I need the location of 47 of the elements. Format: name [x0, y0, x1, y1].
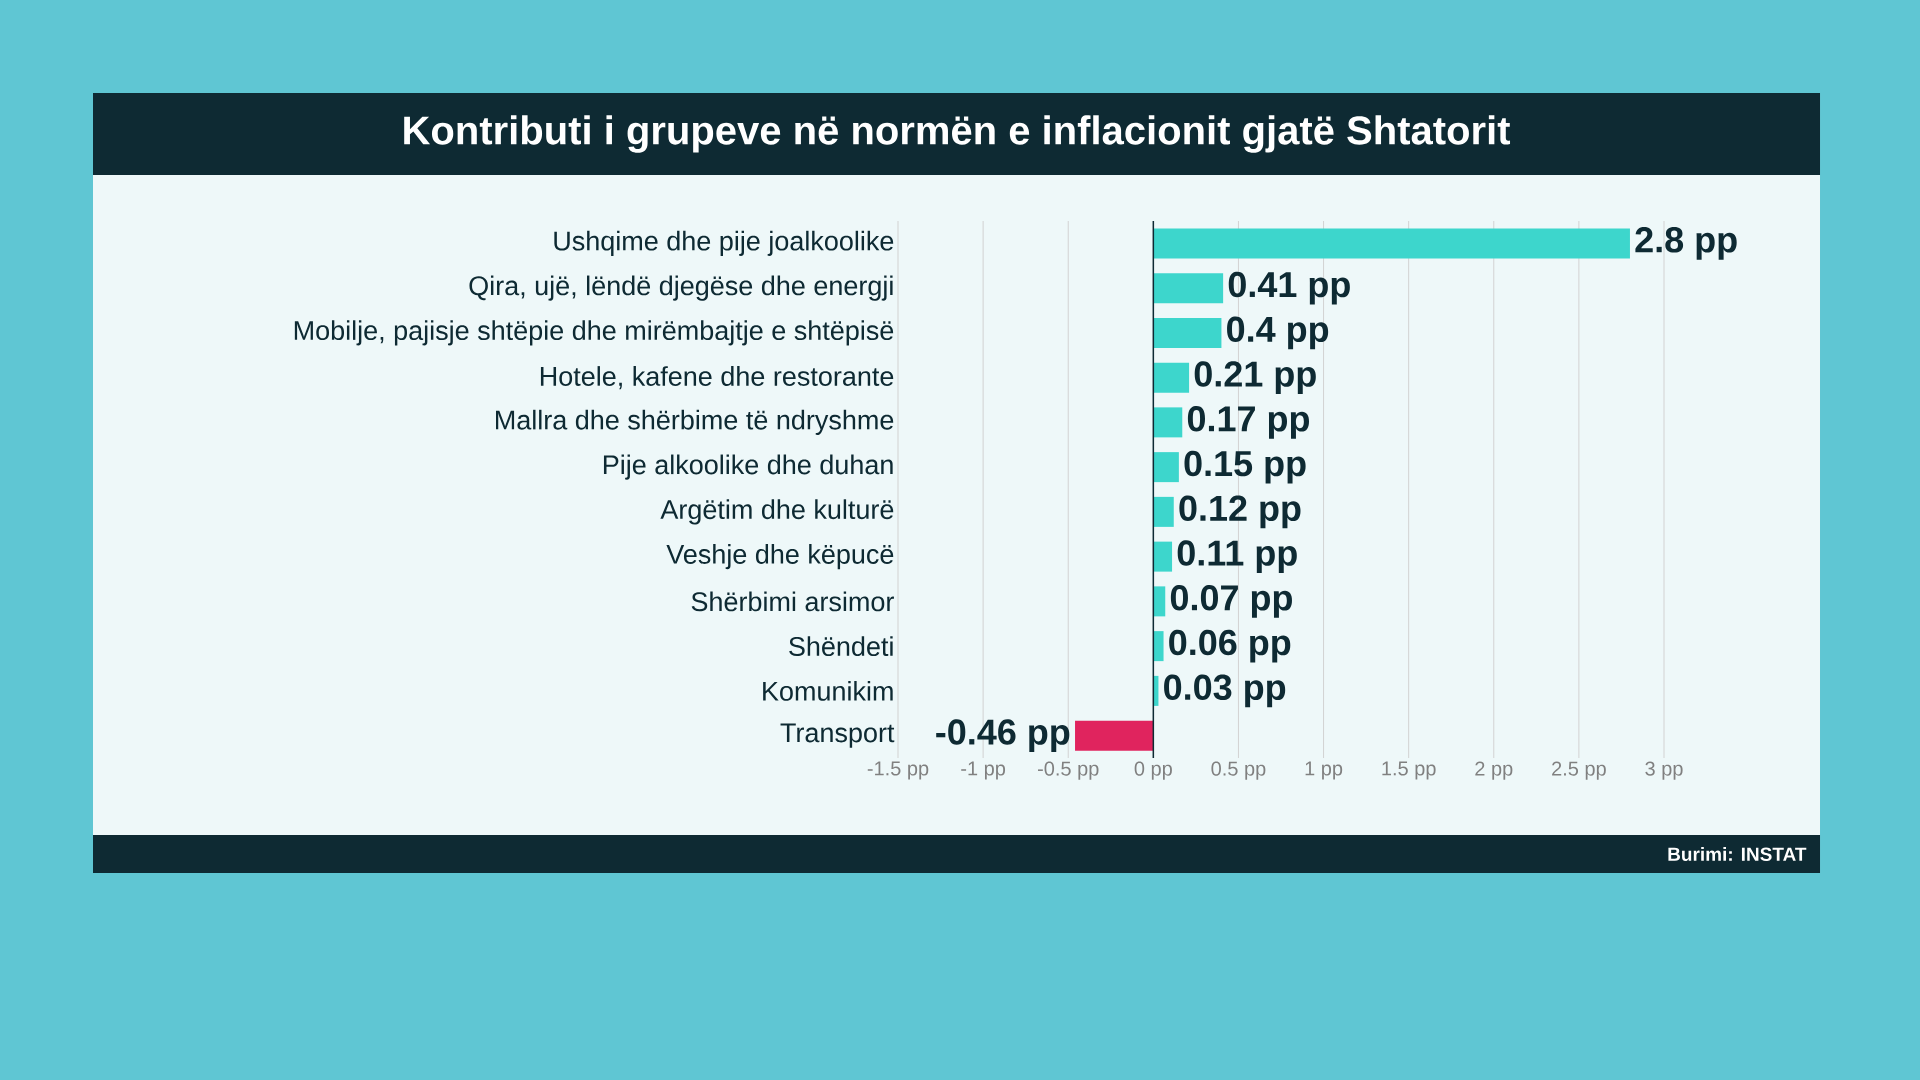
x-tick-label: 0 pp	[1134, 761, 1172, 780]
chart-title: Kontributi i grupeve në normën e inflacionit gjatë Shtatorit	[404, 115, 1511, 153]
data-label: 0.41 pp	[1228, 271, 1350, 305]
bar	[1153, 496, 1174, 527]
bar	[1153, 407, 1183, 438]
data-label: 0.07 pp	[1170, 585, 1292, 618]
bar	[1153, 273, 1224, 304]
y-tick-label: Qira, ujë, lëndë djegëse dhe energji	[469, 275, 893, 301]
y-tick-label: Hotele, kafene dhe restorante	[540, 366, 894, 390]
bar	[1153, 228, 1630, 259]
bar	[1153, 452, 1179, 483]
x-tick-label: -0.5 pp	[1037, 761, 1099, 780]
x-tick-label: 2 pp	[1475, 761, 1513, 780]
y-tick-label: Shëndeti	[789, 636, 893, 657]
data-label: 0.21 pp	[1194, 361, 1316, 394]
data-label: 2.8 pp	[1635, 227, 1737, 260]
x-tick-label: -1 pp	[961, 761, 1006, 780]
bar	[1153, 586, 1166, 617]
text: Burimi: INSTAT	[1668, 847, 1807, 861]
bar	[1153, 541, 1173, 572]
bar	[1153, 362, 1190, 393]
data-label: 0.06 pp	[1169, 629, 1291, 663]
data-label: 0.12 pp	[1179, 495, 1301, 529]
y-tick-label: Mobilje, pajisje shtëpie dhe mirëmbajtje e shtëpisë	[294, 320, 894, 346]
y-tick-label: Komunikim	[763, 680, 893, 701]
x-tick-label: 0.5 pp	[1211, 761, 1266, 780]
bar	[1153, 631, 1164, 662]
y-tick-label: Veshje dhe këpucë	[666, 544, 894, 570]
y-tick-label: Pije alkoolike dhe duhan	[603, 454, 893, 480]
data-label: -0.46 pp	[936, 719, 1070, 752]
y-tick-label: Transport	[780, 723, 895, 748]
x-tick-label: 1.5 pp	[1382, 761, 1436, 780]
y-tick-label: Ushqime dhe pije joalkoolike	[554, 230, 894, 256]
data-label: 0.15 pp	[1184, 450, 1306, 484]
data-label: 0.11 pp	[1177, 540, 1297, 573]
bar	[1075, 720, 1154, 751]
data-label: 0.4 pp	[1227, 316, 1329, 350]
x-tick-label: -1.5 pp	[867, 761, 929, 780]
x-tick-label: 3 pp	[1645, 761, 1683, 780]
data-label: 0.17 pp	[1187, 406, 1310, 439]
y-tick-label: Argëtim dhe kulturë	[660, 499, 894, 525]
data-label: 0.03 pp	[1164, 674, 1286, 708]
bar	[1153, 317, 1222, 348]
y-tick-label: Shërbimi arsimor	[691, 591, 894, 612]
x-tick-label: 1 pp	[1305, 761, 1343, 780]
x-tick-label: 2.5 pp	[1552, 761, 1606, 780]
y-tick-label: Mallra dhe shërbime të ndryshme	[496, 409, 894, 435]
